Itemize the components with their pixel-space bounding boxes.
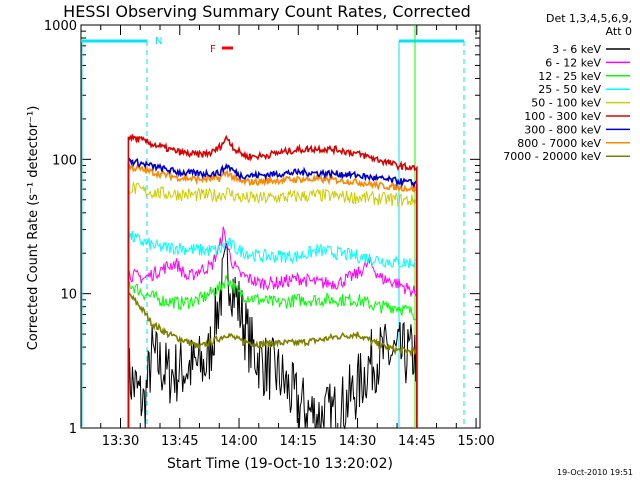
series-line-8 <box>127 162 418 428</box>
y-tick-label: 1000 <box>44 19 77 34</box>
x-tick-label: 13:45 <box>161 434 198 449</box>
series-line-7 <box>127 157 418 428</box>
x-tick-label: 14:45 <box>398 434 435 449</box>
series-line-6 <box>127 134 418 428</box>
flare-label: F <box>210 44 216 55</box>
legend-label: 25 - 50 keV <box>538 83 601 96</box>
x-axis: 13:30 13:45 14:00 14:15 14:30 14:45 15:00 <box>100 25 495 449</box>
legend-label: 300 - 800 keV <box>524 123 601 136</box>
x-axis-label: Start Time (19-Oct-10 13:20:02) <box>167 456 393 472</box>
series-line-2 <box>127 226 418 428</box>
series-line-9 <box>127 291 418 428</box>
legend-label: 50 - 100 keV <box>531 97 601 110</box>
night-label: N <box>155 36 162 47</box>
plot-border <box>80 24 481 429</box>
legend-label: 6 - 12 keV <box>545 56 601 69</box>
chart-title: HESSI Observing Summary Count Rates, Cor… <box>63 2 471 21</box>
legend-label: 800 - 7000 keV <box>517 137 601 150</box>
x-tick-label: 13:30 <box>102 434 139 449</box>
y-tick-label: 1 <box>69 422 77 437</box>
y-tick-label: 10 <box>60 288 77 303</box>
legend-label: 7000 - 20000 keV <box>503 150 601 163</box>
x-tick-label: 14:30 <box>339 434 376 449</box>
plot-timestamp: 19-Oct-2010 19:51 <box>557 468 633 477</box>
plot-frame <box>80 24 481 429</box>
series-line-5 <box>127 181 418 428</box>
legend-label: 100 - 300 keV <box>524 110 601 123</box>
x-tick-label: 14:00 <box>220 434 257 449</box>
y-tick-label: 100 <box>52 153 77 168</box>
y-axis: 1 10 100 1000 <box>44 19 480 437</box>
series-line-4 <box>127 230 418 428</box>
x-tick-label: 14:15 <box>280 434 317 449</box>
legend-title: Att 0 <box>606 25 632 38</box>
x-tick-label: 15:00 <box>457 434 494 449</box>
y-axis-label: Corrected Count Rate (s⁻¹ detector⁻¹) <box>26 106 41 351</box>
legend-label: 3 - 6 keV <box>552 43 601 56</box>
series-line-3 <box>127 275 418 428</box>
legend-title: Det 1,3,4,5,6,9, <box>546 12 632 25</box>
legend-label: 12 - 25 keV <box>538 70 601 83</box>
series-line-1 <box>127 243 418 430</box>
series-layer <box>127 134 418 430</box>
